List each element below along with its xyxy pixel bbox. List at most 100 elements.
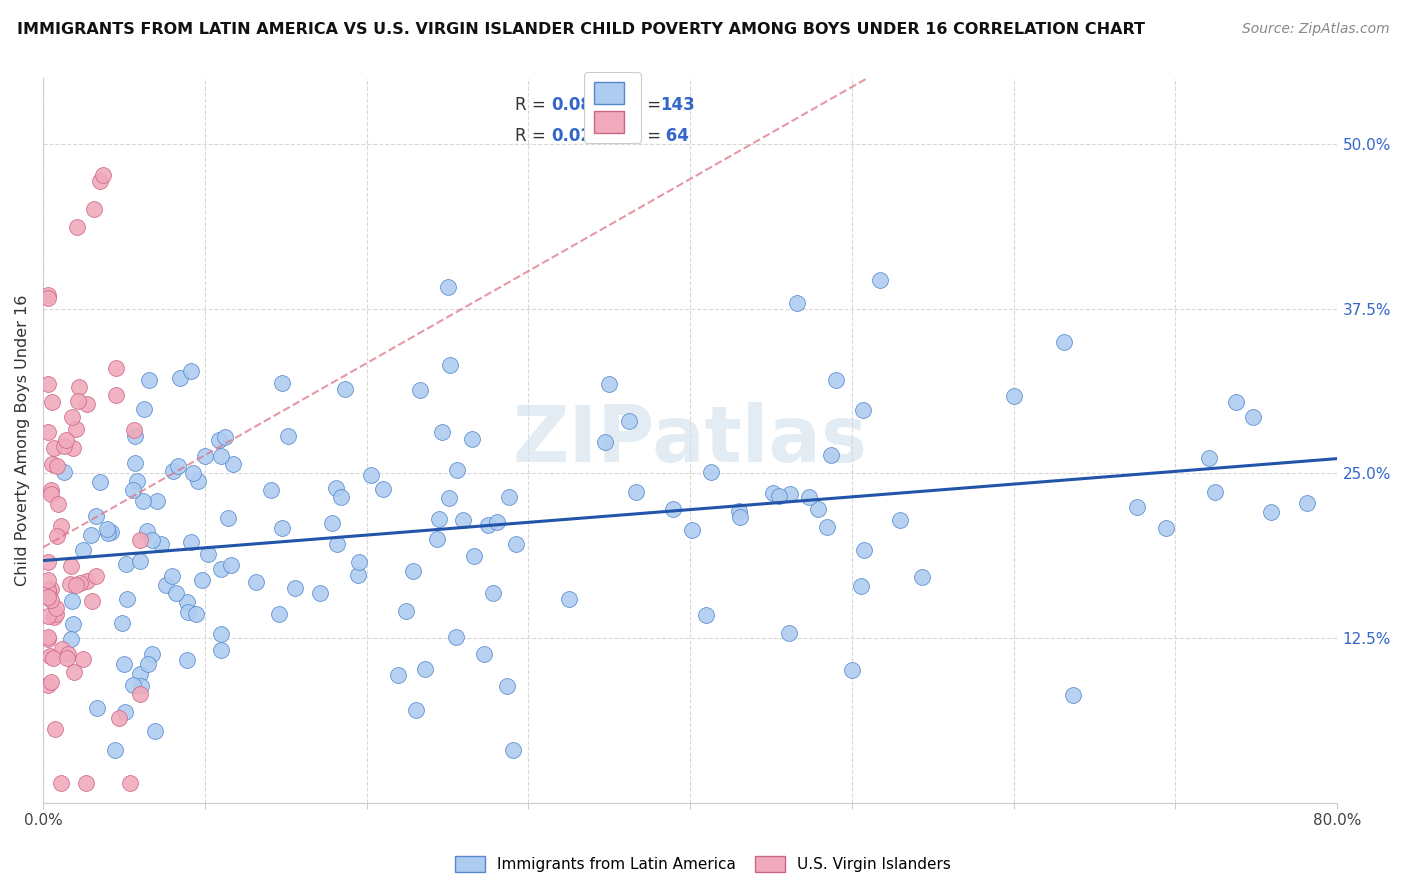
Point (762, 486, 785, 500)
Point (84, 508, 107, 523)
Point (115, 592, 138, 607)
Point (461, 432, 484, 446)
Point (505, 537, 527, 551)
Point (55, 434, 77, 448)
Point (60, 409, 83, 424)
Point (799, 490, 821, 504)
Point (728, 503, 751, 517)
Point (129, 679, 152, 693)
Point (245, 574, 267, 589)
Point (75, 776, 97, 790)
Point (269, 607, 291, 621)
Point (681, 523, 703, 537)
Point (222, 457, 245, 471)
Text: N =: N = (619, 127, 666, 145)
Point (477, 518, 499, 533)
Point (37, 632, 59, 646)
Point (104, 743, 127, 757)
Point (37, 573, 59, 587)
Point (209, 643, 232, 657)
Point (56, 647, 79, 661)
Text: Source: ZipAtlas.com: Source: ZipAtlas.com (1241, 22, 1389, 37)
Point (41, 487, 63, 501)
Point (558, 591, 581, 606)
Point (662, 501, 685, 516)
Point (104, 361, 127, 376)
Point (1156, 521, 1178, 535)
Point (39, 582, 62, 597)
Point (451, 513, 474, 527)
Point (72, 651, 94, 665)
Point (124, 456, 146, 470)
Point (779, 487, 801, 501)
Point (824, 373, 846, 387)
Point (86, 569, 108, 583)
Point (820, 448, 842, 462)
Point (852, 402, 875, 417)
Point (165, 586, 187, 600)
Point (395, 604, 418, 618)
Text: IMMIGRANTS FROM LATIN AMERICA VS U.S. VIRGIN ISLANDER CHILD POVERTY AMONG BOYS U: IMMIGRANTS FROM LATIN AMERICA VS U.S. VI… (17, 22, 1144, 37)
Point (271, 376, 294, 390)
Point (208, 434, 231, 448)
Point (37, 425, 59, 440)
Point (129, 554, 152, 568)
Point (129, 687, 152, 701)
Point (114, 557, 136, 571)
Point (1204, 485, 1226, 500)
Point (402, 564, 425, 578)
Point (45, 601, 67, 615)
Point (134, 401, 156, 416)
Point (37, 584, 59, 599)
Point (37, 583, 59, 598)
Point (93, 168, 115, 182)
Point (111, 615, 134, 630)
Text: 143: 143 (661, 96, 695, 114)
Point (498, 491, 520, 505)
Point (56, 651, 79, 665)
Point (768, 489, 790, 503)
Point (347, 567, 370, 582)
Point (37, 608, 59, 623)
Point (122, 678, 145, 692)
Point (1002, 389, 1025, 403)
Point (815, 520, 838, 534)
Point (89, 475, 111, 489)
Point (387, 668, 409, 682)
Point (309, 586, 332, 600)
Point (100, 525, 122, 540)
Point (180, 534, 202, 549)
Point (96, 522, 118, 536)
Point (807, 501, 830, 516)
Point (49, 519, 72, 533)
Point (114, 657, 136, 671)
Text: 64: 64 (661, 127, 689, 145)
Point (325, 481, 347, 495)
Point (108, 711, 131, 725)
Point (427, 512, 450, 526)
Point (86, 701, 108, 715)
Point (191, 573, 214, 587)
Point (1198, 451, 1220, 466)
Text: R =: R = (516, 127, 551, 145)
Point (69, 379, 91, 393)
Point (184, 607, 207, 621)
Point (180, 364, 202, 378)
Point (347, 555, 370, 569)
Point (335, 382, 357, 396)
Point (502, 743, 524, 757)
Point (187, 474, 209, 488)
Point (69, 576, 91, 591)
Point (841, 663, 863, 677)
Point (41, 395, 63, 409)
Point (699, 465, 721, 479)
Point (409, 383, 432, 397)
Point (197, 547, 219, 561)
Point (786, 295, 808, 310)
Point (83, 202, 105, 217)
Point (593, 434, 616, 449)
Legend: , : , (583, 72, 641, 143)
Point (444, 630, 467, 644)
Point (121, 483, 143, 497)
Text: N =: N = (619, 96, 666, 114)
